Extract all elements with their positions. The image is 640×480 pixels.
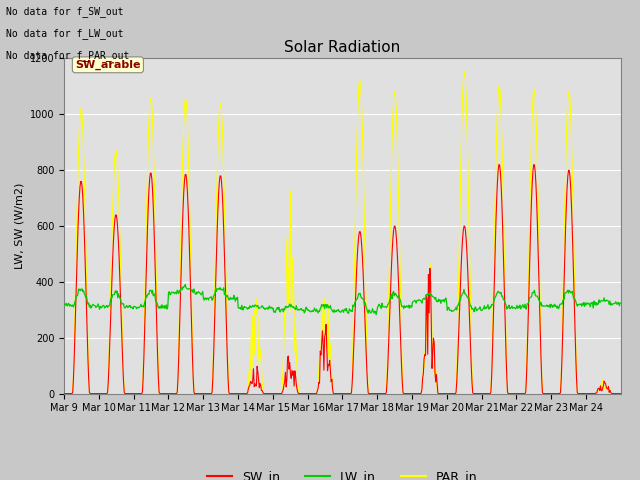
Title: Solar Radiation: Solar Radiation	[284, 40, 401, 55]
Legend: SW_in, LW_in, PAR_in: SW_in, LW_in, PAR_in	[202, 465, 483, 480]
Y-axis label: LW, SW (W/m2): LW, SW (W/m2)	[14, 182, 24, 269]
Text: No data for f_LW_out: No data for f_LW_out	[6, 28, 124, 39]
Text: No data for f_SW_out: No data for f_SW_out	[6, 6, 124, 17]
Text: No data for f_PAR_out: No data for f_PAR_out	[6, 49, 130, 60]
Text: SW_arable: SW_arable	[75, 60, 141, 70]
